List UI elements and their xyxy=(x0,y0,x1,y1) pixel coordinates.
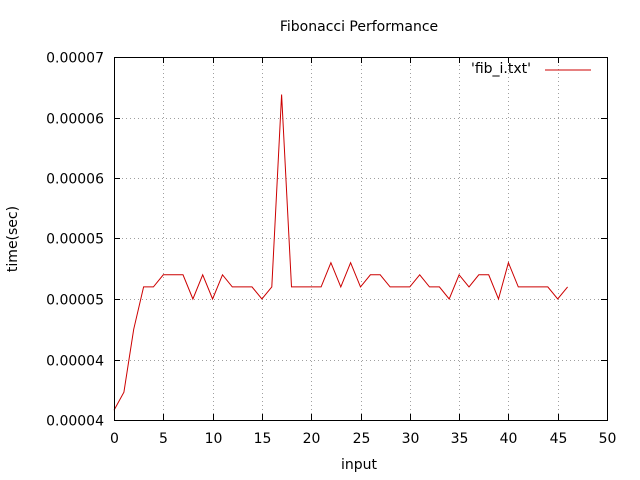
series-line-fib-i xyxy=(113,94,568,411)
y-tick-label: 0.00004 xyxy=(46,354,104,370)
x-tick-label: 20 xyxy=(303,431,321,447)
y-tick-label: 0.00004 xyxy=(46,414,104,430)
x-tick-label: 30 xyxy=(402,431,420,447)
x-tick-label: 35 xyxy=(451,431,469,447)
x-tick-label: 25 xyxy=(353,431,371,447)
series-layer xyxy=(113,94,568,411)
chart-title: Fibonacci Performance xyxy=(280,19,438,35)
x-tick-label: 10 xyxy=(205,431,223,447)
y-tick-label: 0.00006 xyxy=(46,172,104,188)
x-tick-label: 50 xyxy=(599,431,617,447)
legend-label: 'fib_i.txt' xyxy=(471,61,531,77)
y-tick-label: 0.00005 xyxy=(46,232,104,248)
y-tick-label: 0.00005 xyxy=(46,293,104,309)
x-axis-label: input xyxy=(341,457,378,473)
x-tick-label: 15 xyxy=(254,431,272,447)
y-tick-label: 0.00007 xyxy=(46,51,104,67)
grid-layer xyxy=(114,57,607,420)
legend: 'fib_i.txt' xyxy=(471,61,591,77)
tick-layer: 0 5 10 15 20 25 30 35 40 45 50 0.00004 0.00004 0.0000… xyxy=(46,51,616,448)
y-axis-label: time(sec) xyxy=(5,206,21,272)
x-tick-label: 40 xyxy=(500,431,518,447)
x-tick-label: 45 xyxy=(550,431,568,447)
y-tick-label: 0.00006 xyxy=(46,112,104,128)
x-tick-label: 5 xyxy=(159,431,168,447)
x-tick-label: 0 xyxy=(110,431,119,447)
plot-frame xyxy=(114,57,608,421)
